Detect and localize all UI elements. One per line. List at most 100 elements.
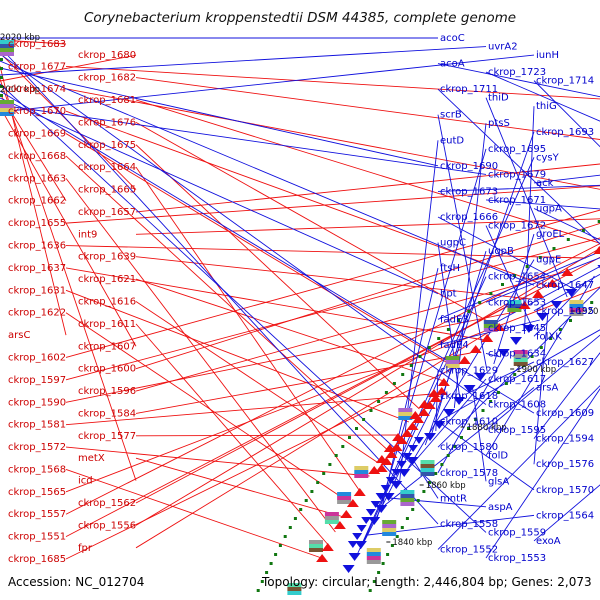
feature-block xyxy=(324,516,339,520)
right-gene-label: ptsS xyxy=(488,118,510,129)
feature-block xyxy=(382,528,397,532)
left-leader-line xyxy=(65,365,459,560)
right-gene-label: ckrop_1693 xyxy=(536,127,594,138)
gc-dot xyxy=(428,481,432,484)
left-gene-label: icd xyxy=(78,476,93,487)
gc-dot xyxy=(467,310,471,313)
right-leader-line xyxy=(0,60,535,286)
feature-block xyxy=(366,560,381,564)
right-gene-label: ckrop_1570 xyxy=(536,485,594,496)
reverse-gene-arrow xyxy=(348,553,361,561)
right-gene-label: folD xyxy=(488,451,508,462)
feature-block xyxy=(400,498,415,502)
left-gene-label: ckrop_1662 xyxy=(8,196,66,207)
left-leader-line xyxy=(135,457,345,518)
right-leader-line xyxy=(0,46,439,525)
reverse-gene-arrow xyxy=(402,453,413,460)
left-leader-line xyxy=(65,469,322,559)
gc-dot xyxy=(328,463,332,466)
feature-block xyxy=(0,100,14,104)
feature-block xyxy=(445,356,460,360)
left-leader-line xyxy=(135,352,471,414)
right-leader-line xyxy=(384,387,535,506)
gc-dot xyxy=(478,301,482,304)
left-gene-label: ckrop_1631 xyxy=(8,285,66,296)
forward-gene-arrow xyxy=(561,268,574,276)
gc-dot xyxy=(481,409,485,412)
feature-block xyxy=(507,304,522,308)
gc-dot xyxy=(372,580,376,583)
gc-dot xyxy=(453,445,457,448)
feature-block xyxy=(445,360,460,364)
right-leader-line xyxy=(485,352,501,358)
gc-dot xyxy=(0,58,3,61)
right-gene-label: ckrop_1629 xyxy=(440,365,498,376)
left-leader-line xyxy=(65,65,600,100)
right-gene-label: hpt xyxy=(440,289,457,300)
gc-dot xyxy=(377,400,381,403)
gc-dot xyxy=(348,436,351,439)
left-leader-line xyxy=(65,155,388,451)
feature-block xyxy=(337,500,352,504)
gc-dot xyxy=(416,499,420,502)
left-gene-label: ckrop_1675 xyxy=(78,140,136,151)
right-gene-label: ckrop_1666 xyxy=(440,212,498,223)
reverse-gene-arrow xyxy=(597,265,600,269)
forward-gene-arrow xyxy=(429,394,442,402)
tick-label: 1860 kbp xyxy=(426,481,466,491)
feature-block xyxy=(324,520,339,524)
gc-dot xyxy=(496,391,500,394)
feature-block xyxy=(309,544,323,548)
gc-dot xyxy=(437,337,441,340)
gc-dot xyxy=(513,373,517,376)
right-gene-label: arsA xyxy=(536,383,558,394)
left-gene-label: ckrop_1551 xyxy=(8,532,66,543)
forward-gene-arrow xyxy=(340,510,353,518)
left-gene-label: ckrop_1669 xyxy=(8,129,66,140)
feature-block xyxy=(0,52,14,56)
right-leader-line xyxy=(413,460,439,499)
gc-dot xyxy=(552,247,556,250)
topology-summary: Topology: circular; Length: 2,446,804 bp… xyxy=(261,575,592,589)
right-gene-label: exoA xyxy=(536,536,561,547)
feature-block xyxy=(445,364,460,368)
forward-gene-arrow xyxy=(437,378,450,386)
left-gene-label: ckrop_1616 xyxy=(78,297,136,308)
right-gene-label: ckrop_1673 xyxy=(440,186,498,197)
gc-dot xyxy=(597,220,600,223)
gc-dot xyxy=(513,274,517,277)
feature-block xyxy=(398,412,413,416)
right-gene-label: ugpB xyxy=(488,246,514,257)
right-leader-line xyxy=(485,199,600,210)
right-gene-label: scrB xyxy=(440,110,462,121)
reverse-gene-arrow xyxy=(391,469,402,476)
forward-strand-genes xyxy=(316,246,600,562)
reverse-gene-arrow xyxy=(375,505,388,513)
gc-dot xyxy=(467,427,470,430)
right-gene-label: ckrop_1558 xyxy=(440,519,498,530)
tick-label: 1920 kbp xyxy=(577,307,600,317)
forward-gene-arrow xyxy=(316,554,329,562)
gc-dot xyxy=(334,454,338,457)
right-leader-line xyxy=(533,282,586,337)
feature-block xyxy=(324,512,339,516)
left-gene-label: ckrop_1600 xyxy=(78,364,136,375)
gc-dot xyxy=(549,337,553,340)
left-gene-label: ckrop_1590 xyxy=(8,397,66,408)
right-gene-label: fadE3 xyxy=(440,314,469,325)
right-leader-line xyxy=(533,312,549,465)
feature-block xyxy=(420,464,435,468)
reverse-gene-arrow xyxy=(347,541,358,548)
right-leader-line xyxy=(0,46,487,76)
gc-skew-track xyxy=(0,40,600,592)
left-leader-line xyxy=(65,289,410,423)
left-gene-label: ckrop_1674 xyxy=(8,84,66,95)
forward-gene-arrow xyxy=(406,422,419,430)
right-leader-line xyxy=(485,388,600,559)
reverse-gene-arrow xyxy=(414,437,424,444)
gc-dot xyxy=(446,328,450,331)
left-leader-line xyxy=(135,144,420,410)
right-leader-line xyxy=(437,251,600,320)
right-leader-line xyxy=(0,67,439,167)
